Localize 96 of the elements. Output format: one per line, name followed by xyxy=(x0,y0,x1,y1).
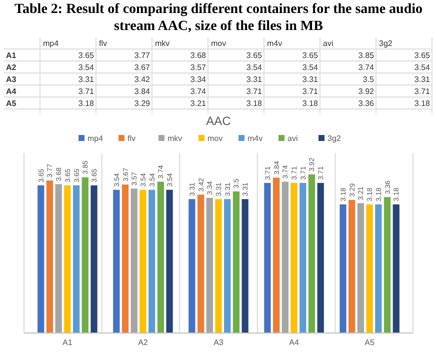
data-label: 3.29 xyxy=(134,99,151,108)
bar xyxy=(64,185,71,333)
text: avi xyxy=(323,39,334,48)
bar xyxy=(290,182,298,333)
bar xyxy=(348,200,356,333)
bar xyxy=(90,185,98,333)
legend-label: mp4 xyxy=(88,134,104,143)
data-label: 3.31 xyxy=(246,75,263,84)
text: 3g2 xyxy=(379,39,393,48)
bar xyxy=(46,180,54,333)
chart-title: AAC xyxy=(206,114,232,128)
bar xyxy=(188,199,196,333)
category-label: A4 xyxy=(6,87,17,96)
legend-label: 3g2 xyxy=(328,134,342,143)
data-label: 3.31 xyxy=(78,75,95,84)
data-label: 3.71 xyxy=(78,87,95,96)
bar xyxy=(384,197,391,333)
category-label: A1 xyxy=(6,51,17,60)
bar xyxy=(197,194,204,333)
data-label: 3.21 xyxy=(190,99,207,108)
bar xyxy=(215,199,222,333)
bar xyxy=(366,204,373,333)
data-label: 3.31 xyxy=(302,75,319,84)
data-label: 3.85 xyxy=(358,51,375,60)
text: Table 2: Result of comparing different containers for the same audio stream AAC, size of the files in MB xyxy=(13,1,424,36)
data-label: 3.71 xyxy=(302,87,319,96)
legend-label: mkv xyxy=(168,134,182,143)
bar xyxy=(264,182,271,333)
text: mkv xyxy=(155,39,170,48)
data-label: 3.54 xyxy=(78,63,95,72)
bar xyxy=(72,185,80,333)
data-label: 3.92 xyxy=(358,87,375,96)
data-label: 3.65 xyxy=(414,51,431,60)
x-tick-label: A2 xyxy=(138,338,148,347)
x-tick-label: A5 xyxy=(364,338,376,347)
data-label: 3.84 xyxy=(134,87,151,96)
data-label: 3.34 xyxy=(190,75,207,84)
text: flv xyxy=(99,39,107,48)
bar xyxy=(308,174,316,333)
bar xyxy=(157,182,164,333)
bar xyxy=(113,190,120,333)
data-label: 3.18 xyxy=(78,99,95,108)
bar xyxy=(340,204,346,333)
bar xyxy=(206,198,213,333)
x-tick-label: A4 xyxy=(289,338,300,347)
data-label: 3.42 xyxy=(134,75,151,84)
bar xyxy=(273,178,280,333)
text: mp4 xyxy=(43,39,60,48)
bar xyxy=(140,190,146,333)
bar xyxy=(148,190,156,333)
data-label: 3.65 xyxy=(302,51,319,60)
data-label: 3.5 xyxy=(362,75,375,84)
bar xyxy=(166,190,173,333)
legend-label: m4v xyxy=(248,134,263,143)
category-label: A5 xyxy=(6,99,17,108)
data-label: 3.54 xyxy=(246,63,263,72)
data-label: 3.71 xyxy=(246,87,263,96)
bar xyxy=(357,203,364,333)
data-label: 3.18 xyxy=(302,99,319,108)
data-label: 3.71 xyxy=(414,87,431,96)
bar xyxy=(282,182,288,333)
legend-label: avi xyxy=(288,134,298,143)
data-label: 3.18 xyxy=(246,99,263,108)
x-tick-label: A3 xyxy=(214,338,224,347)
category-label: A2 xyxy=(6,63,17,72)
bar xyxy=(130,188,138,333)
bar xyxy=(55,184,62,333)
bar xyxy=(122,184,129,333)
bar xyxy=(242,199,248,333)
data-label: 3.67 xyxy=(134,63,151,72)
bar xyxy=(224,199,231,333)
bar xyxy=(38,185,44,333)
bar xyxy=(300,182,306,333)
bar xyxy=(392,204,400,333)
data-label: 3.65 xyxy=(246,51,263,60)
data-label: 3.36 xyxy=(358,99,375,108)
data-label: 3.65 xyxy=(78,51,95,60)
data-label: 3.54 xyxy=(414,63,431,72)
bar xyxy=(232,191,240,333)
data-label: 3.57 xyxy=(190,63,207,72)
legend-label: mov xyxy=(208,134,223,143)
data-label: 3.68 xyxy=(190,51,207,60)
legend-label: flv xyxy=(128,134,136,143)
category-label: A3 xyxy=(6,75,17,84)
bar xyxy=(375,204,382,333)
data-label: 3.54 xyxy=(302,63,319,72)
data-label: 3.74 xyxy=(358,63,375,72)
bar xyxy=(317,182,324,333)
data-label: 3.77 xyxy=(134,51,151,60)
text: m4v xyxy=(267,39,282,48)
bar xyxy=(82,177,88,333)
text: mov xyxy=(211,39,226,48)
data-label: 3.74 xyxy=(190,87,207,96)
data-label: 3.31 xyxy=(414,75,431,84)
data-label: 3.18 xyxy=(414,99,431,108)
x-tick-label: A1 xyxy=(62,338,73,347)
